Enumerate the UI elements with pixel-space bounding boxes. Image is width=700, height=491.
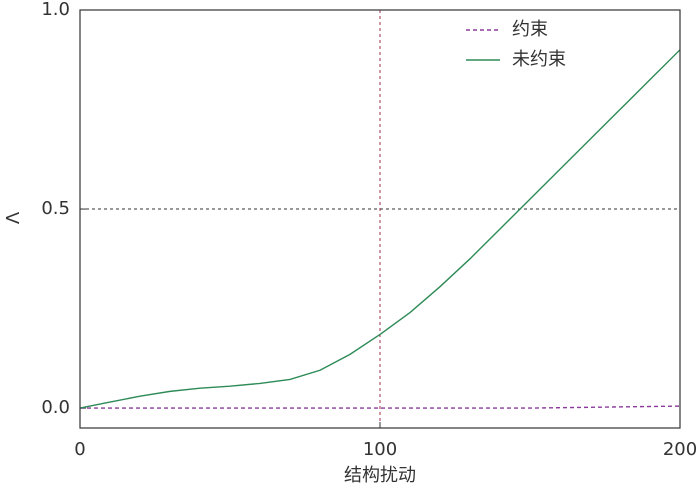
y-tick-label: 1.0 — [41, 0, 70, 20]
legend-label: 约束 — [512, 19, 548, 40]
x-tick-label: 0 — [74, 439, 85, 460]
series-line — [79, 49, 681, 409]
plot-frame — [79, 9, 681, 429]
y-tick-label: 0.5 — [41, 198, 70, 219]
y-axis-label: Λ — [3, 211, 24, 224]
x-tick-label: 100 — [363, 439, 397, 460]
legend-label: 未约束 — [512, 49, 566, 70]
x-axis-label: 结构扰动 — [344, 465, 416, 486]
y-tick-label: 0.0 — [41, 397, 70, 418]
series-line — [80, 405, 681, 409]
x-tick-label: 200 — [663, 439, 697, 460]
